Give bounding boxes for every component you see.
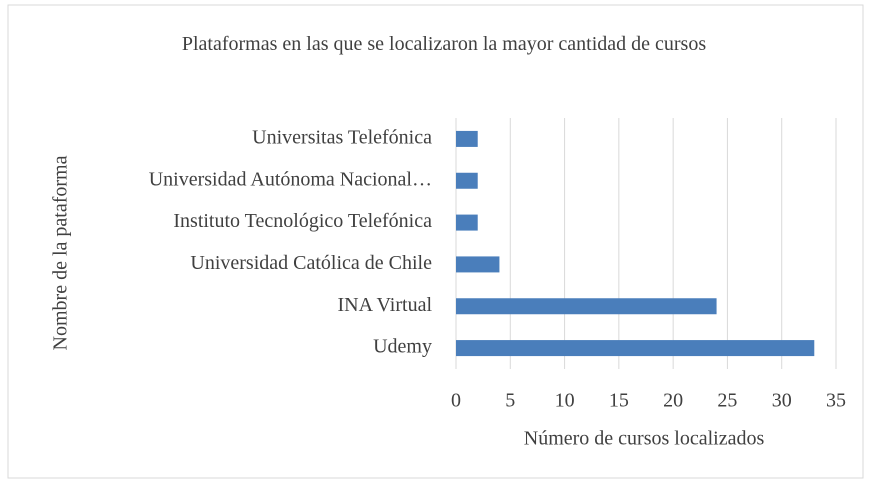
chart-border — [7, 4, 864, 479]
y-axis-label: Nombre de la pataforma — [50, 155, 72, 350]
y-tick-label: Universitas Telefónica — [252, 127, 432, 149]
x-tick-label: 5 — [505, 390, 515, 412]
x-tick-label: 25 — [717, 390, 737, 412]
y-tick-label: Universidad Autónoma Nacional… — [149, 168, 432, 190]
y-tick-label: INA Virtual — [337, 294, 432, 316]
y-tick-label: Udemy — [373, 336, 432, 358]
y-tick-label: Universidad Católica de Chile — [190, 252, 432, 274]
chart-title: Plataformas en las que se localizaron la… — [181, 33, 707, 55]
bar — [456, 214, 478, 231]
x-tick-label: 15 — [609, 390, 629, 412]
x-axis-label: Número de cursos localizados — [524, 428, 765, 450]
x-tick-label: 35 — [826, 390, 846, 412]
x-tick-label: 30 — [772, 390, 792, 412]
bar — [456, 340, 815, 357]
x-tick-label: 0 — [451, 390, 461, 412]
y-tick-label: Instituto Tecnológico Telefónica — [173, 210, 432, 232]
bar — [456, 172, 478, 189]
bar — [456, 256, 500, 273]
bar — [456, 298, 717, 315]
bar — [456, 130, 478, 147]
x-tick-label: 10 — [555, 390, 575, 412]
x-tick-label: 20 — [663, 390, 683, 412]
